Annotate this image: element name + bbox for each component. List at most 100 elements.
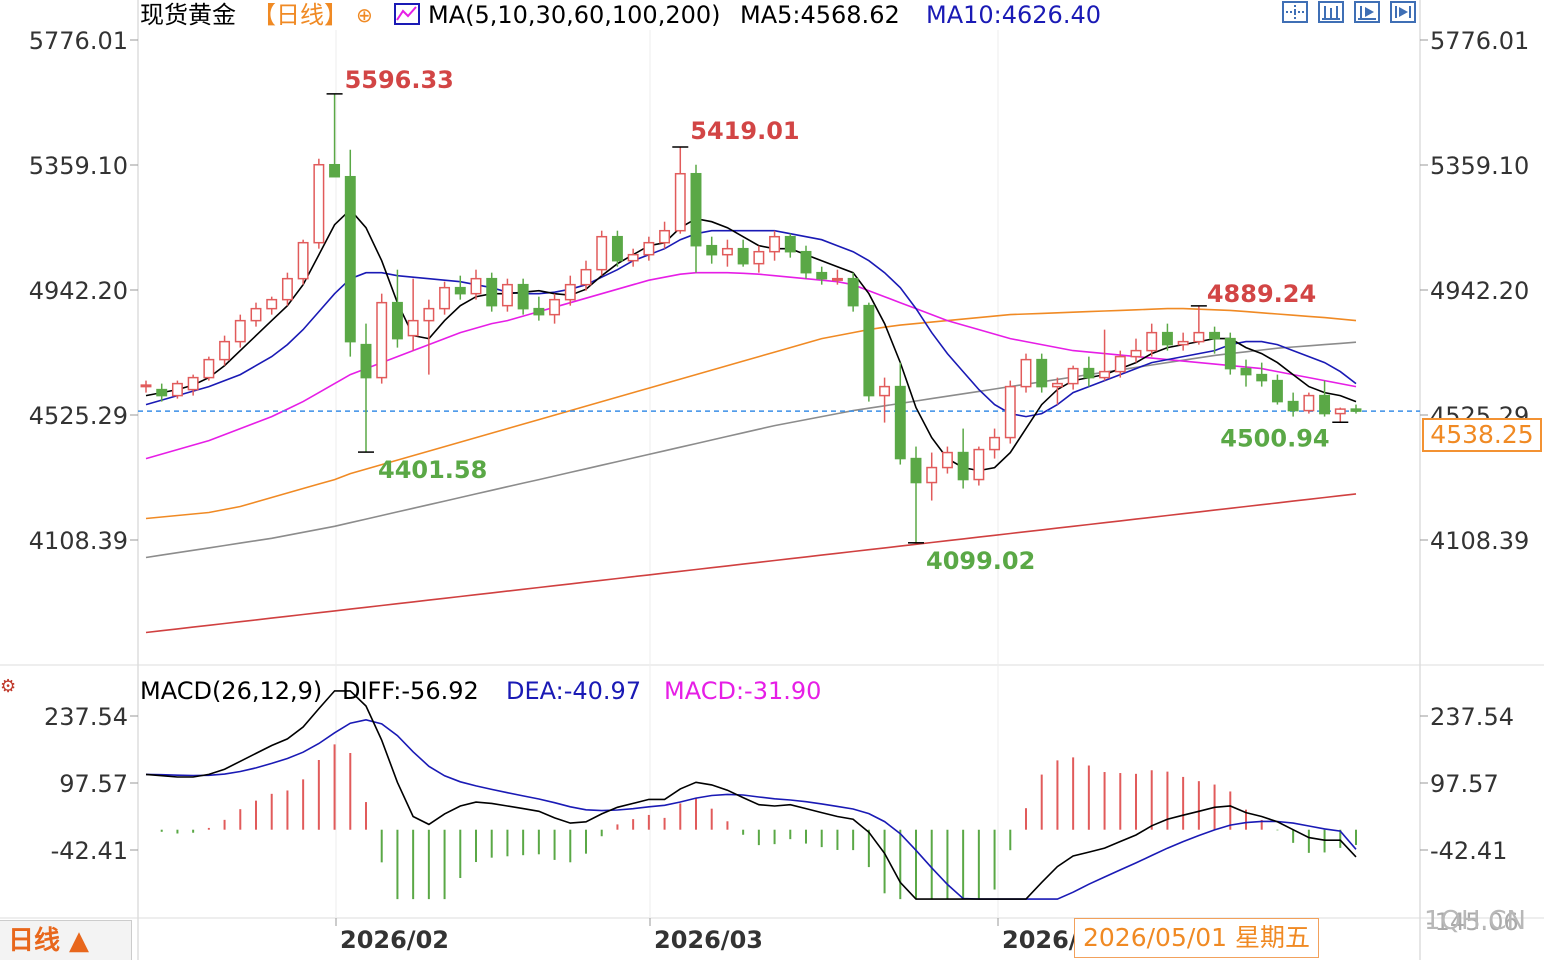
y-tick-label-left: 4942.20 (29, 277, 128, 305)
candle-body (1287, 400, 1299, 412)
macd-y-tick-label-left: -42.41 (51, 837, 128, 865)
macd-dea-value: DEA:-40.97 (506, 677, 642, 705)
candle-body (549, 298, 561, 316)
ma30-line (145, 271, 1357, 460)
ma60-line (145, 307, 1357, 520)
candle-body (297, 241, 309, 280)
macd-params: MACD(26,12,9) (140, 677, 323, 705)
candle-body (659, 229, 671, 244)
candle-body (1146, 331, 1158, 352)
candle-body (831, 277, 843, 281)
candle-body (1193, 331, 1205, 343)
extreme-label: 4500.94 (1220, 424, 1329, 452)
candle-body (203, 358, 215, 379)
candle-body (156, 388, 168, 397)
candle-body (360, 343, 372, 379)
candle-body (329, 163, 341, 178)
candle-body (1036, 358, 1048, 388)
watermark: 1QH.CN (1424, 906, 1526, 936)
candle-body (1051, 382, 1063, 388)
ma200-line (145, 493, 1357, 634)
candle-body (580, 268, 592, 286)
ma10-value: MA10:4626.40 (926, 1, 1101, 29)
indicator-settings-icon[interactable] (394, 2, 420, 32)
add-indicator-icon[interactable]: ⊕ (356, 3, 373, 27)
candle-body (407, 319, 419, 337)
candle-body (391, 301, 403, 340)
y-tick-label-right: 5359.10 (1430, 152, 1529, 180)
candle-body (486, 277, 498, 307)
candle-body (1350, 408, 1362, 412)
candle-body (281, 277, 293, 301)
candle-body (737, 247, 749, 265)
instrument-title: 现货黄金 (140, 1, 236, 29)
candle-body (1099, 370, 1111, 379)
candle-body (439, 286, 451, 310)
candle-body (533, 307, 545, 316)
candle-body (643, 241, 655, 256)
diff-line (145, 690, 1357, 900)
candle-body (753, 250, 765, 265)
crosshair-icon[interactable] (1282, 1, 1308, 23)
candle-body (1240, 367, 1252, 376)
y-tick-label-left: 5776.01 (29, 27, 128, 55)
candle-body (1020, 358, 1032, 388)
candle-body (769, 235, 781, 253)
macd-histogram-value: MACD:-31.90 (664, 677, 822, 705)
candle-body (376, 301, 388, 379)
ma10-line (145, 229, 1357, 418)
candle-body (423, 307, 435, 322)
extreme-label: 4099.02 (926, 547, 1035, 575)
candle-body (596, 235, 608, 271)
zoom-out-icon[interactable] (1354, 1, 1380, 23)
candle-body (706, 244, 718, 256)
candle-body (1177, 340, 1189, 346)
candle-body (1067, 367, 1079, 385)
candle-body (894, 385, 906, 460)
candle-body (234, 319, 246, 343)
y-tick-label-left: 4108.39 (29, 527, 128, 555)
y-tick-label-right: 4942.20 (1430, 277, 1529, 305)
macd-y-tick-label-left: 97.57 (59, 770, 128, 798)
candle-body (721, 247, 733, 256)
extreme-label: 4889.24 (1207, 280, 1316, 308)
macd-y-tick-label-bottom: -145.06 (1426, 908, 1519, 936)
candle-body (140, 384, 152, 388)
candle-body (501, 283, 513, 307)
macd-y-tick-label-right: -42.41 (1430, 837, 1507, 865)
candle-body (1334, 408, 1346, 415)
zoom-in-icon[interactable] (1318, 1, 1344, 23)
candle-body (470, 277, 482, 295)
candle-body (627, 253, 639, 262)
candle-body (847, 277, 859, 307)
candle-body (926, 466, 938, 484)
candle-body (313, 163, 325, 244)
extreme-label: 5596.33 (345, 66, 454, 94)
period-selector-button[interactable]: 日线 ▲ (0, 920, 132, 960)
candle-body (1319, 394, 1331, 415)
candle-body (266, 298, 278, 310)
candle-body (219, 340, 231, 361)
candle-body (879, 385, 891, 397)
candle-body (989, 436, 1001, 451)
candle-body (187, 376, 199, 391)
scroll-end-icon[interactable] (1390, 1, 1416, 23)
candle-body (1209, 331, 1221, 340)
ma-indicator-label: MA(5,10,30,60,100,200) (428, 1, 721, 29)
candle-body (1083, 367, 1095, 379)
candle-body (250, 307, 262, 322)
ma100-line (145, 341, 1357, 559)
candle-body (1271, 379, 1283, 403)
candle-body (800, 250, 812, 274)
candle-body (564, 283, 576, 301)
candle-body (1256, 373, 1268, 382)
period-tag: 【日线】 (252, 1, 348, 29)
candle-body (611, 235, 623, 262)
candle-body (1114, 355, 1126, 373)
candle-body (171, 382, 183, 397)
candle-body (1161, 331, 1173, 346)
candle-body (1224, 337, 1236, 370)
candle-body (344, 175, 356, 343)
x-tick-label: 2026/03 (654, 926, 763, 954)
